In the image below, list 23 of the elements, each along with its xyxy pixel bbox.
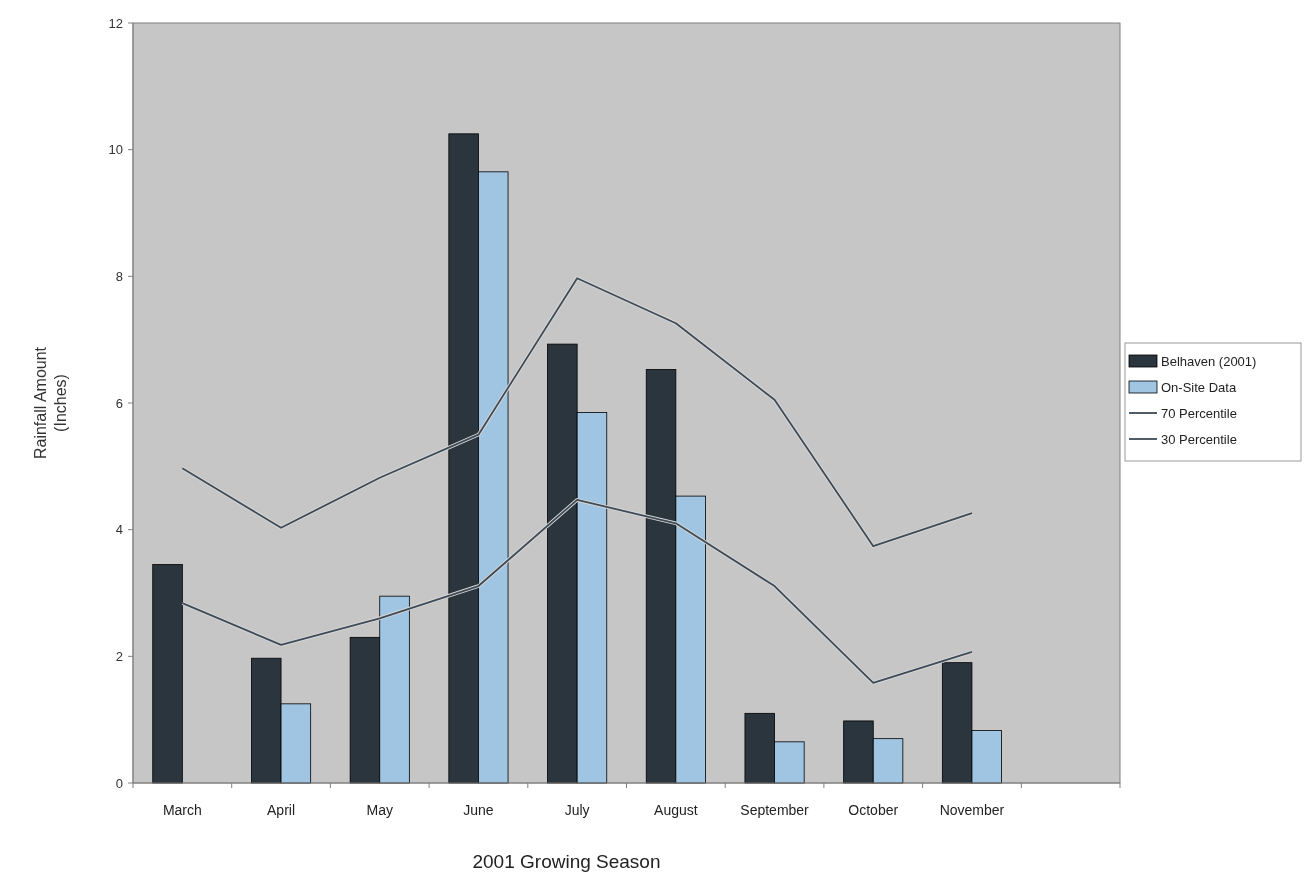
x-tick-label: August bbox=[654, 802, 698, 818]
y-tick-label: 4 bbox=[115, 522, 123, 538]
legend-label: 30 Percentile bbox=[1161, 431, 1237, 447]
x-tick-label: June bbox=[463, 802, 494, 818]
y-tick-label: 2 bbox=[115, 648, 123, 664]
x-tick-label: April bbox=[267, 802, 296, 818]
x-axis-title: 2001 Growing Season bbox=[472, 851, 661, 872]
legend-label: Belhaven (2001) bbox=[1161, 353, 1257, 369]
x-tick-label: May bbox=[366, 802, 393, 818]
x-tick-label: October bbox=[848, 802, 899, 818]
x-tick-label: July bbox=[564, 802, 590, 818]
y-tick-label: 12 bbox=[108, 15, 123, 31]
x-tick-label: March bbox=[162, 802, 202, 818]
y-axis-title: Rainfall Amount (Inches) bbox=[32, 346, 69, 460]
legend-label: 70 Percentile bbox=[1161, 405, 1237, 421]
y-tick-label: 8 bbox=[115, 268, 123, 284]
bar bbox=[152, 564, 183, 784]
y-tick-label: 6 bbox=[115, 395, 123, 411]
legend-label: On-Site Data bbox=[1161, 379, 1237, 395]
y-tick-label: 10 bbox=[108, 142, 123, 158]
y-tick-label: 0 bbox=[115, 775, 123, 791]
x-tick-label: November bbox=[939, 802, 1005, 818]
x-tick-label: September bbox=[740, 802, 810, 818]
